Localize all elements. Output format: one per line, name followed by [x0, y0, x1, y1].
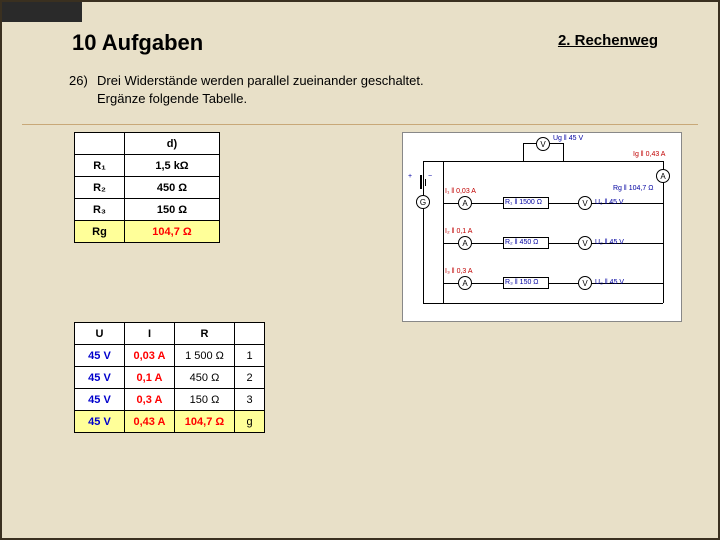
head-n [235, 323, 265, 345]
ammeter-g: A [656, 169, 670, 183]
table-row: 45 V 0,3 A 150 Ω 3 [75, 389, 265, 411]
lbl-u1: U₁ ‖ 45 V [595, 199, 624, 206]
uir-table-wrap: U I R 45 V 0,03 A 1 500 Ω 1 45 V 0,1 A 4… [74, 322, 265, 433]
uir-table: U I R 45 V 0,03 A 1 500 Ω 1 45 V 0,1 A 4… [74, 322, 265, 433]
lbl-u3: U₃ ‖ 45 V [595, 279, 624, 286]
cell: 45 V [75, 411, 125, 433]
cell-rg-val: 104,7 Ω [125, 221, 220, 243]
batt-plus: + [408, 173, 412, 180]
head-u: U [75, 323, 125, 345]
lbl-rg: Rg ‖ 104,7 Ω [613, 185, 653, 192]
cell-r2-label: R₂ [75, 177, 125, 199]
cell-r2-val: 450 Ω [125, 177, 220, 199]
lbl-i3: I₃ ‖ 0,3 A [445, 268, 473, 275]
ammeter-2: A [458, 236, 472, 250]
cell: 0,03 A [125, 345, 175, 367]
voltmeter-2: V [578, 236, 592, 250]
cell-rg-label: Rg [75, 221, 125, 243]
cell: 1 [235, 345, 265, 367]
cell: 2 [235, 367, 265, 389]
cell: 1 500 Ω [175, 345, 235, 367]
task-number: 26) [69, 72, 88, 90]
lbl-u2: U₂ ‖ 45 V [595, 239, 624, 246]
batt-minus: − [428, 173, 432, 180]
cell: 104,7 Ω [175, 411, 235, 433]
circuit-diagram: + − G V Ug ‖ 45 V A Ig ‖ 0,43 A Rg ‖ 104… [402, 132, 682, 322]
ammeter-1: A [458, 196, 472, 210]
cell: g [235, 411, 265, 433]
cell-d: d) [125, 133, 220, 155]
cell: 450 Ω [175, 367, 235, 389]
task-line2: Ergänze folgende Tabelle. [97, 91, 247, 106]
cell-blank [75, 133, 125, 155]
cell: 0,1 A [125, 367, 175, 389]
generator-symbol: G [416, 195, 430, 209]
cell-r3-val: 150 Ω [125, 199, 220, 221]
lbl-ug: Ug ‖ 45 V [553, 135, 583, 142]
task-text: 26) Drei Widerstände werden parallel zue… [97, 72, 424, 108]
cell-r1-label: R₁ [75, 155, 125, 177]
divider [22, 124, 698, 125]
cell: 45 V [75, 345, 125, 367]
cell: 150 Ω [175, 389, 235, 411]
lbl-r2: R₂ ‖ 450 Ω [505, 239, 538, 246]
table-row: 45 V 0,43 A 104,7 Ω g [75, 411, 265, 433]
head-r: R [175, 323, 235, 345]
table-row: 45 V 0,03 A 1 500 Ω 1 [75, 345, 265, 367]
lbl-ig: Ig ‖ 0,43 A [633, 151, 665, 158]
cell: 45 V [75, 389, 125, 411]
voltmeter-1: V [578, 196, 592, 210]
cell: 0,3 A [125, 389, 175, 411]
head-i: I [125, 323, 175, 345]
ammeter-3: A [458, 276, 472, 290]
lbl-r3: R₃ ‖ 150 Ω [505, 279, 539, 286]
rechenweg-link[interactable]: 2. Rechenweg [558, 32, 658, 49]
task-line1: Drei Widerstände werden parallel zueinan… [97, 73, 424, 88]
resistor-table-wrap: d) R₁1,5 kΩ R₂450 Ω R₃150 Ω Rg104,7 Ω [74, 132, 220, 243]
table-row: 45 V 0,1 A 450 Ω 2 [75, 367, 265, 389]
lbl-i1: I₁ ‖ 0,03 A [445, 188, 476, 195]
cell: 0,43 A [125, 411, 175, 433]
voltmeter-g: V [536, 137, 550, 151]
lbl-r1: R₁ ‖ 1500 Ω [505, 199, 542, 206]
page-title: 10 Aufgaben [72, 30, 203, 56]
cell: 45 V [75, 367, 125, 389]
cell-r1-val: 1,5 kΩ [125, 155, 220, 177]
cell: 3 [235, 389, 265, 411]
resistor-table: d) R₁1,5 kΩ R₂450 Ω R₃150 Ω Rg104,7 Ω [74, 132, 220, 243]
lbl-i2: I₂ ‖ 0,1 A [445, 228, 472, 235]
corner-block [2, 2, 82, 22]
voltmeter-3: V [578, 276, 592, 290]
cell-r3-label: R₃ [75, 199, 125, 221]
